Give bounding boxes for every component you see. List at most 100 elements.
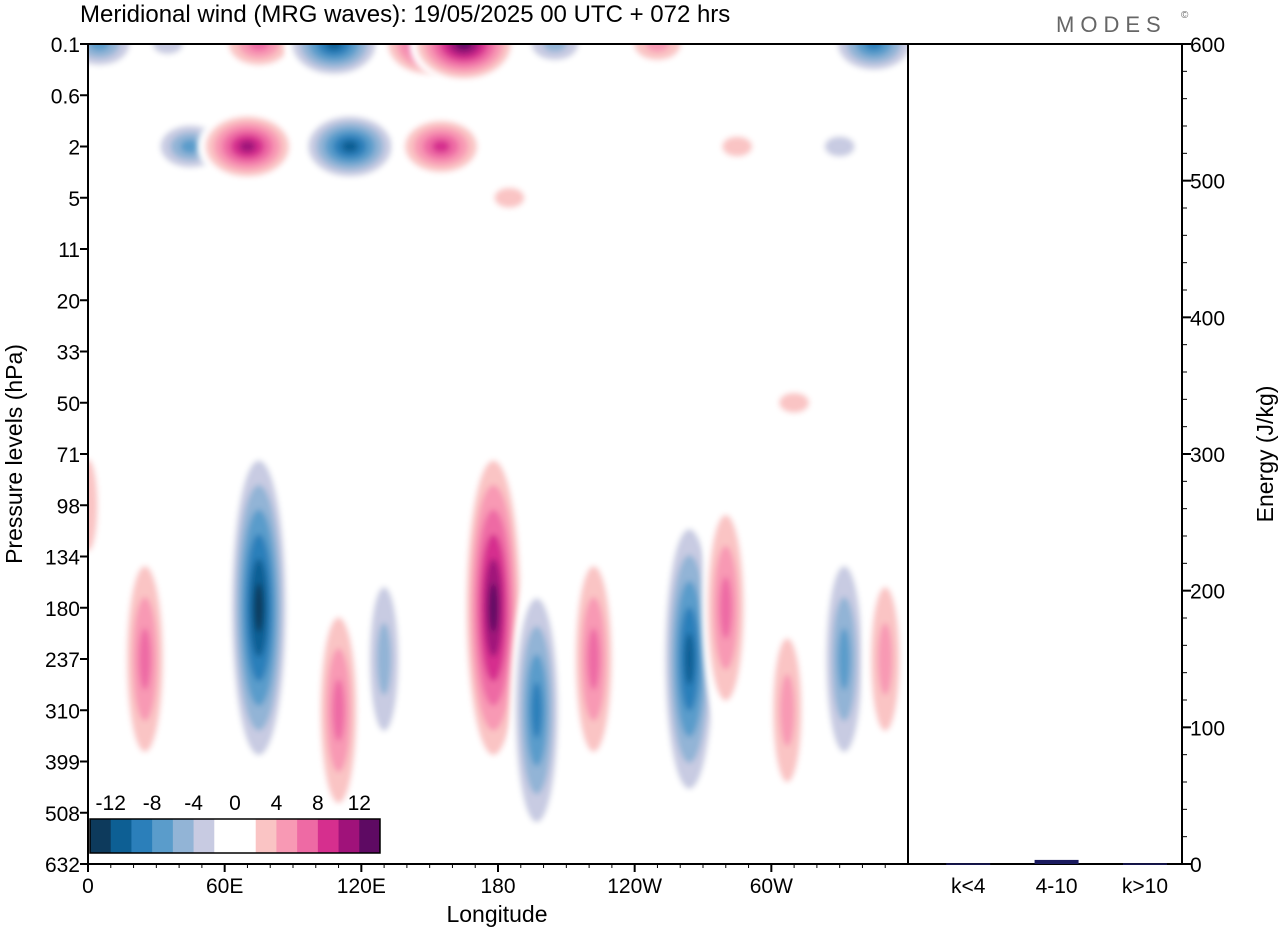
energy-tick-label: 500 bbox=[1190, 171, 1225, 194]
contour-band bbox=[89, 44, 110, 51]
heatmap-cells bbox=[88, 44, 908, 851]
wind-anomaly-0 bbox=[88, 44, 140, 72]
wind-anomaly-5 bbox=[408, 44, 519, 84]
wind-anomaly-1 bbox=[137, 44, 198, 64]
y-tick-label: 180 bbox=[45, 598, 80, 621]
colorbar-swatch bbox=[297, 819, 319, 853]
contour-band bbox=[587, 628, 600, 690]
energy-tick-label: 300 bbox=[1190, 444, 1225, 467]
energy-bars: k<4 4-10 k>10 bbox=[946, 859, 1168, 898]
contour-band bbox=[88, 459, 98, 552]
colorbar-swatch bbox=[338, 819, 360, 853]
wind-anomaly-14 bbox=[809, 126, 870, 167]
contour-band bbox=[484, 284, 535, 317]
y-tick-label: 237 bbox=[45, 649, 80, 672]
contour-band bbox=[325, 44, 343, 50]
x-tick-label: 0 bbox=[82, 875, 94, 898]
wind-anomaly-24 bbox=[227, 435, 291, 780]
wind-anomaly-29 bbox=[569, 535, 618, 783]
y-tick-label: 508 bbox=[45, 803, 80, 826]
contour-band bbox=[165, 181, 216, 214]
contour-band bbox=[645, 44, 670, 52]
contour-band bbox=[864, 44, 883, 51]
colorbar-swatch bbox=[235, 819, 257, 853]
energy-category-label: 4-10 bbox=[1036, 875, 1078, 898]
y-tick-label: 71 bbox=[57, 444, 80, 467]
wind-anomaly-28 bbox=[510, 570, 564, 851]
y-tick-label: 0.6 bbox=[51, 85, 80, 108]
contour-band bbox=[543, 44, 567, 52]
energy-panel: k<4 4-10 k>10 0 100 200 300 400 500 600 Energy (… bbox=[907, 34, 1278, 898]
contour-band bbox=[254, 583, 264, 633]
y-tick-label: 2 bbox=[68, 137, 80, 160]
wind-anomaly-22 bbox=[88, 413, 107, 598]
wind-anomaly-19 bbox=[678, 284, 728, 317]
colorbar-swatch bbox=[276, 819, 298, 853]
wind-anomaly-13 bbox=[707, 126, 768, 167]
contour-band bbox=[838, 628, 851, 690]
colorbar-swatch bbox=[110, 819, 132, 853]
y-tick-label: 310 bbox=[45, 700, 80, 723]
contour-band bbox=[152, 44, 183, 54]
y-tick-label: 33 bbox=[57, 342, 80, 365]
x-axis: 0 60E 120E 180 120W 60W bbox=[82, 864, 886, 898]
energy-tick-label: 0 bbox=[1190, 854, 1202, 877]
contour-band bbox=[824, 136, 855, 157]
colorbar-swatch bbox=[90, 819, 112, 853]
contour-band bbox=[239, 140, 256, 153]
wind-anomaly-7 bbox=[622, 44, 693, 68]
wind-anomaly-11 bbox=[299, 110, 400, 183]
x-tick-label: 60E bbox=[206, 875, 243, 898]
contour-band bbox=[180, 139, 201, 154]
contour-band bbox=[245, 386, 296, 419]
colorbar-label: 12 bbox=[348, 792, 371, 815]
x-axis-title: Longitude bbox=[446, 901, 547, 927]
wind-anomaly-3 bbox=[284, 44, 384, 80]
colorbar-swatch bbox=[317, 819, 340, 853]
wind-anomaly-27 bbox=[461, 435, 525, 780]
contour-band bbox=[248, 44, 269, 51]
colorbar-swatch bbox=[214, 819, 236, 853]
contour-band bbox=[488, 583, 498, 633]
wind-anomaly-25 bbox=[314, 586, 363, 835]
energy-tick-label: 600 bbox=[1190, 34, 1225, 57]
colorbar-label: -12 bbox=[96, 792, 126, 815]
colorbar-label: 8 bbox=[312, 792, 324, 815]
contour-band bbox=[719, 576, 732, 639]
energy-tick-label: 400 bbox=[1190, 307, 1225, 330]
wind-anomaly-20 bbox=[245, 386, 296, 419]
wind-anomaly-17 bbox=[814, 181, 865, 214]
chart-title: Meridional wind (MRG waves): 19/05/2025 … bbox=[80, 1, 730, 28]
contour-band bbox=[678, 284, 728, 317]
energy-tick-label: 200 bbox=[1190, 581, 1225, 604]
contour-band bbox=[138, 628, 151, 690]
contour-band bbox=[376, 623, 392, 695]
colorbar-swatch bbox=[255, 819, 277, 853]
colorbar: -12 -8 -4 0 4 8 12 bbox=[89, 792, 381, 854]
x-tick-label: 120W bbox=[607, 875, 662, 898]
contour-band bbox=[878, 623, 893, 695]
contour-band bbox=[455, 44, 472, 50]
wind-anomaly-12 bbox=[396, 114, 487, 179]
x-tick-label: 120E bbox=[337, 875, 386, 898]
energy-axis: 0 100 200 300 400 500 600 bbox=[1182, 34, 1225, 877]
y-axis: 0.1 0.6 2 5 11 20 33 50 71 98 134 180 237 310 399 508 63… bbox=[45, 34, 88, 877]
wind-anomaly-8 bbox=[828, 44, 908, 76]
y-axis-title: Pressure levels (hPa) bbox=[1, 344, 27, 564]
wind-anomaly-26 bbox=[362, 551, 406, 767]
energy-frame bbox=[907, 43, 1183, 865]
energy-category-label: k<4 bbox=[951, 875, 986, 898]
y-tick-label: 98 bbox=[57, 495, 80, 518]
heatmap-plot-area bbox=[88, 44, 908, 864]
energy-category-label: k>10 bbox=[1122, 875, 1168, 898]
colorbar-label: -8 bbox=[143, 792, 162, 815]
contour-band bbox=[722, 136, 753, 157]
x-tick-label: 60W bbox=[750, 875, 793, 898]
colorbar-frame bbox=[89, 818, 381, 854]
contour-band bbox=[531, 682, 543, 739]
contour-band bbox=[494, 187, 525, 208]
wind-anomaly-2 bbox=[218, 44, 299, 72]
colorbar-label: 0 bbox=[229, 792, 241, 815]
energy-bar-2 bbox=[1122, 863, 1167, 865]
